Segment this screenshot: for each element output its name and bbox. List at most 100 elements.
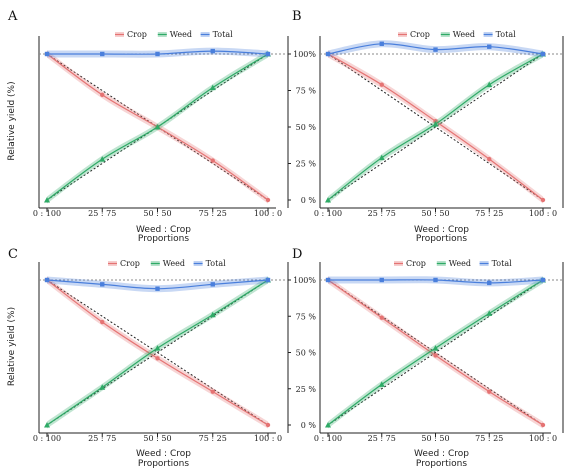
data-point-weed [99,156,106,162]
x-tick-label: 100 : 0 [254,209,282,218]
data-point-weed [325,197,331,203]
legend-label-total: Total [206,259,227,268]
legend-label-total: Total [496,30,517,39]
y-tick-label: 50 % [296,349,317,358]
data-point-crop [487,389,492,394]
expected-weed-line [327,279,544,426]
x-axis-label-2: Proportions [138,234,189,244]
panel-B: B 0 : 100 25 : 75 50 : 50 75 : 25 100 : 0 Weed… [292,9,564,244]
data-point-total [210,48,215,54]
y-tick-label: 75 % [296,312,317,321]
panel-A: A 0 : 100 25 : 75 50 : 50 75 : 25 100 : 0 Weed… [7,9,291,244]
data-point-total [210,282,215,287]
data-point-weed [325,422,331,428]
x-tick-label: 50 : 50 [421,434,449,443]
data-point-crop [155,356,160,361]
data-point-total [44,277,50,283]
data-point-crop [265,422,271,428]
y-axis-label: Relative yield (%) [7,307,17,386]
legend-label-crop: Crop [406,259,426,268]
legend-label-crop: Crop [127,30,147,39]
data-point-total [100,282,105,287]
data-point-weed [378,381,385,387]
panel-C: C 0 : 100 25 : 75 50 : 50 75 : 25 100 : 0 Weed… [7,247,291,469]
x-axis-label-2: Proportions [416,234,467,244]
y-tick-label: 25 % [296,160,317,169]
x-tick-label: 75 : 25 [199,209,227,218]
data-point-crop [210,158,215,163]
panel-D: D 0 : 100 25 : 75 50 : 50 75 : 25 100 : 0 Weed… [292,247,564,469]
legend-label-crop: Crop [120,259,140,268]
x-tick-label: 75 : 25 [199,434,227,443]
data-point-weed [209,84,216,91]
legend-label-total: Total [213,30,234,39]
confidence-band-weed [328,50,543,204]
x-tick-label: 75 : 25 [475,209,503,218]
panel-letter: B [292,9,302,24]
expected-weed-line [46,279,269,426]
data-point-total [379,41,384,46]
data-point-crop [487,156,492,162]
x-tick-label: 25 : 75 [368,209,396,218]
x-tick-label: 25 : 75 [88,434,116,443]
data-point-crop [379,82,384,87]
data-point-weed [44,422,50,428]
data-point-total [325,51,331,57]
data-point-weed [154,124,161,130]
panel-letter: D [292,247,302,262]
y-tick-label: 75 % [296,87,317,96]
legend-label-crop: Crop [410,30,430,39]
x-axis-label-2: Proportions [138,459,189,469]
x-tick-label: 50 : 50 [421,209,449,218]
x-tick-label: 100 : 0 [254,434,282,443]
data-point-total [487,280,492,286]
expected-weed-line [327,53,544,201]
x-axis-label: Weed : Crop [414,449,469,459]
legend-label-total: Total [492,259,513,268]
data-point-total [325,277,331,283]
data-point-total [487,44,492,49]
x-tick-label: 25 : 75 [88,209,116,218]
data-point-total [265,51,271,57]
y-tick-label: 100% [293,276,316,285]
data-point-weed [154,345,161,351]
panel-letter: C [8,247,18,262]
data-point-total [379,277,384,283]
x-tick-label: 0 : 100 [314,434,342,443]
data-point-crop [379,315,384,320]
data-point-total [100,51,105,57]
y-axis-label: Relative yield (%) [7,81,17,160]
x-tick-label: 0 : 100 [33,209,61,218]
y-tick-label: 100% [293,50,316,59]
data-point-total [540,51,546,57]
x-tick-label: 50 : 50 [143,434,171,443]
legend-label-weed: Weed [170,30,192,39]
x-axis-label: Weed : Crop [136,449,191,459]
y-tick-label: 25 % [296,385,317,394]
data-point-weed [486,81,493,88]
x-tick-label: 100 : 0 [529,434,557,443]
x-axis-label-2: Proportions [416,459,467,469]
legend-label-weed: Weed [449,259,471,268]
data-point-total [433,47,438,52]
data-point-crop [433,353,438,358]
data-point-crop [100,319,105,325]
x-tick-label: 0 : 100 [33,434,61,443]
x-tick-label: 25 : 75 [368,434,396,443]
data-point-weed [378,154,385,161]
y-tick-label: 0 % [301,421,317,430]
data-point-total [44,51,50,57]
legend-label-weed: Weed [163,259,185,268]
data-point-weed [99,384,106,390]
x-tick-label: 0 : 100 [314,209,342,218]
data-point-weed [432,345,439,351]
data-point-crop [540,422,546,428]
data-point-weed [432,121,439,127]
data-point-crop [210,389,215,394]
data-point-total [433,277,438,283]
legend-label-weed: Weed [453,30,475,39]
data-point-weed [486,310,493,316]
data-point-weed [209,311,216,318]
x-axis-label: Weed : Crop [136,225,191,235]
